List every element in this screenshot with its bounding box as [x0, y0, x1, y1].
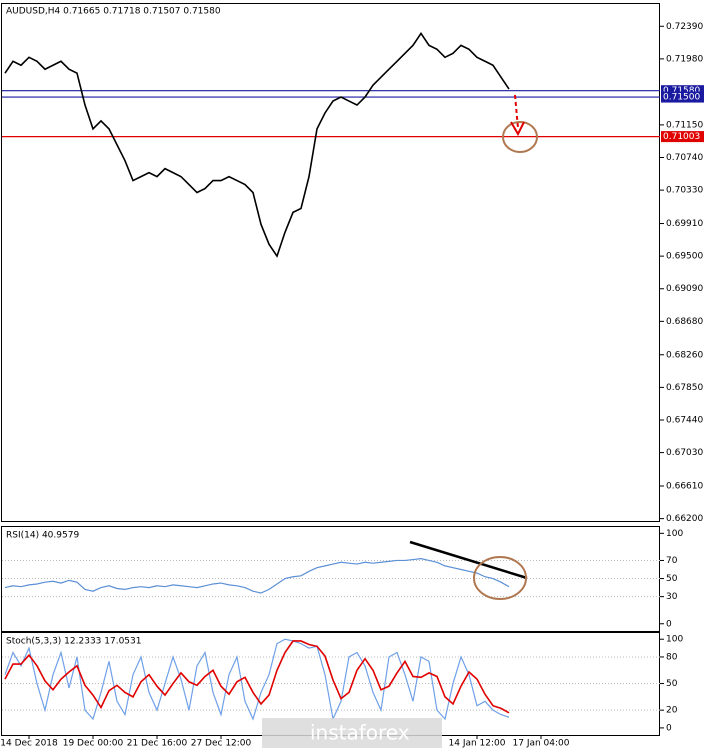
y-tick-label: 0	[666, 619, 672, 629]
series-line	[4, 31, 510, 258]
series-line	[4, 638, 510, 722]
price-title: AUDUSD,H4 0.71665 0.71718 0.71507 0.7158…	[6, 7, 221, 17]
y-tick-label: 0.72390	[666, 22, 703, 32]
x-tick-label: 14 Jan 12:00	[449, 739, 506, 749]
y-tick-label: 0.70330	[666, 186, 703, 196]
y-tick-label: 0.69500	[666, 252, 703, 262]
x-tick-label: 19 Dec 00:00	[63, 739, 124, 749]
price-level-label: 0.71580	[663, 86, 700, 96]
price-level-box	[661, 131, 704, 143]
y-tick-label: 50	[666, 574, 678, 584]
y-tick-label: 0.69090	[666, 284, 703, 294]
rsi-title: RSI(14) 40.9579	[6, 531, 79, 541]
y-tick-label: 0.67850	[666, 383, 703, 393]
highlight-circle	[473, 556, 527, 600]
series-line	[4, 640, 510, 714]
forecast-arrow	[514, 94, 519, 129]
y-tick-label: 70	[666, 556, 678, 566]
price-level-label: 0.71500	[663, 93, 700, 103]
price-panel	[1, 3, 660, 522]
highlight-circle	[502, 121, 538, 153]
y-tick-label: 0.66200	[666, 514, 703, 524]
x-tick-label: 17 Jan 04:00	[513, 739, 570, 749]
x-tick-label: 14 Dec 2018	[0, 739, 58, 749]
watermark-text: instaforex	[310, 721, 410, 745]
price-level-label: 0.71003	[663, 132, 700, 142]
x-tick-label: 27 Dec 12:00	[191, 739, 252, 749]
price-level-box	[661, 91, 704, 103]
series-line	[4, 558, 510, 594]
y-tick-label: 0.69910	[666, 219, 703, 229]
y-tick-label: 80	[666, 652, 678, 662]
y-tick-label: 0.71150	[666, 120, 703, 130]
y-tick-label: 30	[666, 592, 678, 602]
y-tick-label: 50	[666, 679, 678, 689]
y-tick-label: 20	[666, 706, 678, 716]
y-tick-label: 0.70740	[666, 153, 703, 163]
stoch-title: Stoch(5,3,3) 12.2333 17.0531	[6, 637, 141, 647]
y-tick-label: 0.68680	[666, 317, 703, 327]
price-level-box	[661, 85, 704, 97]
arrow-head	[510, 121, 525, 137]
watermark: instaforex	[262, 718, 442, 748]
y-tick-label: 0.71980	[666, 54, 703, 64]
watermark-bg	[262, 718, 442, 748]
y-tick-label: 0.66610	[666, 482, 703, 492]
y-tick-label: 100	[666, 529, 683, 539]
trend-line	[409, 540, 528, 580]
y-tick-label: 0	[666, 723, 672, 733]
y-tick-label: 0.68260	[666, 350, 703, 360]
y-tick-label: 0.67440	[666, 415, 703, 425]
plot: 0.72390 0.71980 0.71150 0.70740 0.70330 0.699…	[0, 22, 704, 749]
y-tick-label: 0.67030	[666, 448, 703, 458]
y-tick-label: 100	[666, 635, 683, 645]
x-tick-label: 21 Dec 16:00	[127, 739, 188, 749]
